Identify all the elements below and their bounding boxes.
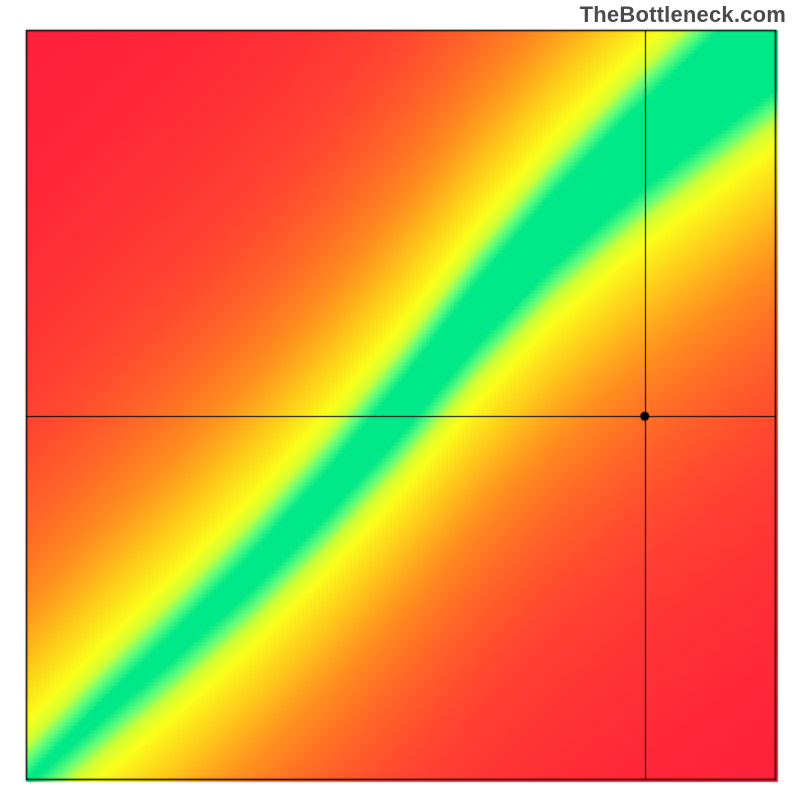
chart-container: TheBottleneck.com bbox=[0, 0, 800, 800]
heatmap-canvas bbox=[0, 0, 800, 800]
watermark-text: TheBottleneck.com bbox=[580, 2, 786, 28]
